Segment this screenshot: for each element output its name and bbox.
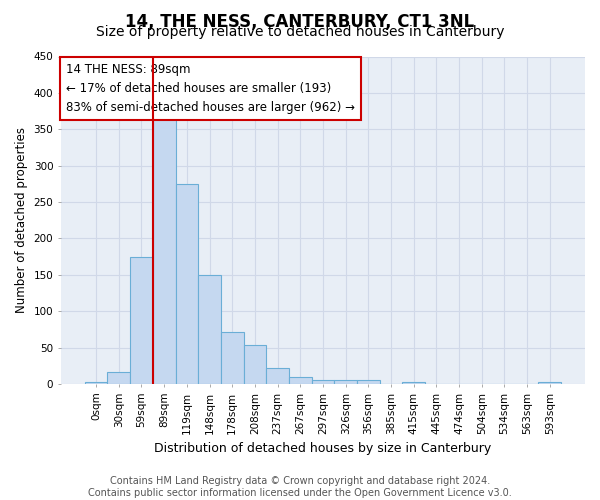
Bar — [176, 184, 198, 384]
Bar — [221, 332, 244, 384]
Bar — [107, 372, 130, 384]
Bar — [311, 380, 334, 384]
Text: Size of property relative to detached houses in Canterbury: Size of property relative to detached ho… — [96, 25, 504, 39]
Bar — [198, 275, 221, 384]
Text: 14 THE NESS: 89sqm
← 17% of detached houses are smaller (193)
83% of semi-detach: 14 THE NESS: 89sqm ← 17% of detached hou… — [66, 63, 355, 114]
Bar — [403, 382, 425, 384]
Text: Contains HM Land Registry data © Crown copyright and database right 2024.
Contai: Contains HM Land Registry data © Crown c… — [88, 476, 512, 498]
Bar — [85, 382, 107, 384]
Text: 14, THE NESS, CANTERBURY, CT1 3NL: 14, THE NESS, CANTERBURY, CT1 3NL — [125, 12, 475, 30]
Bar — [289, 378, 311, 384]
Bar — [357, 380, 380, 384]
Bar — [153, 118, 176, 384]
Bar — [334, 380, 357, 384]
Y-axis label: Number of detached properties: Number of detached properties — [15, 127, 28, 313]
X-axis label: Distribution of detached houses by size in Canterbury: Distribution of detached houses by size … — [154, 442, 491, 455]
Bar — [538, 382, 561, 384]
Bar — [244, 346, 266, 384]
Bar — [266, 368, 289, 384]
Bar — [130, 256, 153, 384]
